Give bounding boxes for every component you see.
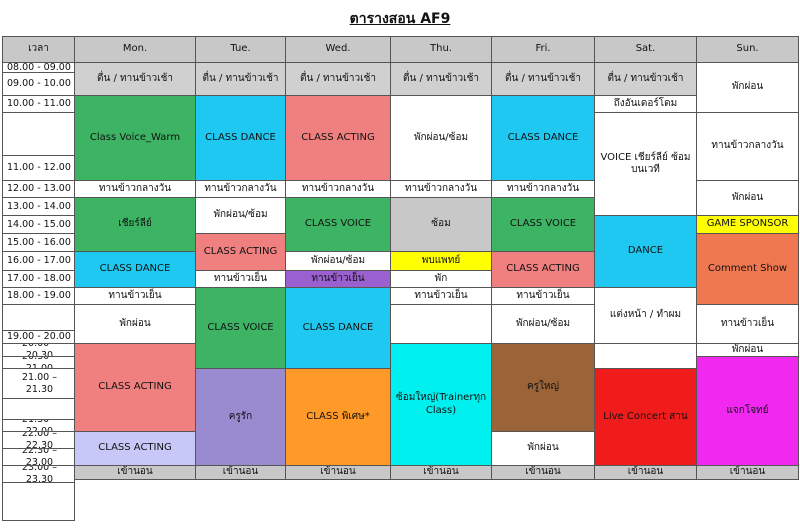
- time-slot: 17.00 - 18.00: [2, 270, 75, 288]
- time-slot: 13.00 - 14.00: [2, 197, 75, 216]
- schedule-block: ทานข้าวกลางวัน: [74, 180, 196, 198]
- schedule-block: ทานข้าวกลางวัน: [195, 180, 286, 198]
- schedule-block: ถึงอันเดอร์โดม: [594, 95, 697, 113]
- schedule-block: CLASS พิเศษ*: [285, 368, 391, 466]
- schedule-block: [390, 304, 492, 344]
- schedule-block: Comment Show: [696, 233, 799, 305]
- schedule-block: เชียร์ลีย์: [74, 197, 196, 252]
- schedule-block: พักผ่อน/ซ้อม: [390, 95, 492, 181]
- schedule-block: พักผ่อน/ซ้อม: [491, 304, 595, 344]
- schedule-block: ตื่น / ทานข้าวเช้า: [491, 62, 595, 96]
- schedule-block: ตื่น / ทานข้าวเช้า: [195, 62, 286, 96]
- schedule-block: CLASS DANCE: [74, 251, 196, 288]
- time-slot: 14.00 - 15.00: [2, 215, 75, 234]
- time-slot: [2, 482, 75, 521]
- schedule-block: พักผ่อน: [696, 62, 799, 113]
- schedule-block: CLASS ACTING: [491, 251, 595, 288]
- time-slot: 11.00 - 12.00: [2, 155, 75, 181]
- schedule-block: Class Voice_Warm: [74, 95, 196, 181]
- schedule-block: เข้านอน: [195, 465, 286, 480]
- schedule-block: ซ้อม: [390, 197, 492, 252]
- time-slot: 12.00 - 13.00: [2, 180, 75, 198]
- day-header: Mon.: [74, 36, 196, 63]
- schedule-block: พักผ่อน: [74, 304, 196, 344]
- schedule-block: ทานข้าวกลางวัน: [696, 112, 799, 181]
- schedule-block: ตื่น / ทานข้าวเช้า: [285, 62, 391, 96]
- schedule-block: ซ้อมใหญ่(Trainerทุก Class): [390, 343, 492, 466]
- schedule-block: ครูรัก: [195, 368, 286, 466]
- schedule-block: Live Concert สาน: [594, 368, 697, 466]
- schedule-block: ทานข้าวกลางวัน: [390, 180, 492, 198]
- schedule-block: พักผ่อน: [491, 431, 595, 466]
- schedule-block: CLASS ACTING: [74, 431, 196, 466]
- schedule-block: เข้านอน: [594, 465, 697, 480]
- schedule-block: เข้านอน: [74, 465, 196, 480]
- day-header: Tue.: [195, 36, 286, 63]
- schedule-block: ทานข้าวเย็น: [491, 287, 595, 305]
- schedule-block: CLASS DANCE: [491, 95, 595, 181]
- schedule-block: ทานข้าวเย็น: [390, 287, 492, 305]
- day-header: Sat.: [594, 36, 697, 63]
- time-slot: 10.00 - 11.00: [2, 95, 75, 113]
- time-slot: 23.00 – 23.30: [2, 465, 75, 483]
- schedule-block: ทานข้าวเย็น: [696, 304, 799, 344]
- schedule-block: ครูใหญ่: [491, 343, 595, 432]
- schedule-block: พักผ่อน: [696, 180, 799, 216]
- schedule-block: แจกโจทย์: [696, 356, 799, 466]
- schedule-block: VOICE เชียร์ลีย์ ซ้อมบนเวที: [594, 112, 697, 216]
- schedule-block: พักผ่อน/ซ้อม: [285, 251, 391, 271]
- schedule-block: ตื่น / ทานข้าวเช้า: [594, 62, 697, 96]
- time-slot: 22.30 – 23.00: [2, 448, 75, 466]
- time-slot: 09.00 - 10.00: [2, 72, 75, 96]
- time-slot: [2, 112, 75, 156]
- day-header: Wed.: [285, 36, 391, 63]
- time-slot: 22.00 – 22.30: [2, 431, 75, 449]
- schedule-block: ตื่น / ทานข้าวเช้า: [390, 62, 492, 96]
- schedule-block: พักผ่อน: [696, 343, 799, 357]
- schedule-block: แต่งหน้า / ทำผม: [594, 287, 697, 344]
- schedule-block: [594, 343, 697, 369]
- time-slot: [2, 398, 75, 420]
- schedule-block: ทานข้าวเย็น: [285, 270, 391, 288]
- schedule-block: พักผ่อน/ซ้อม: [195, 197, 286, 234]
- schedule-block: เข้านอน: [696, 465, 799, 480]
- time-column-header: เวลา: [2, 36, 75, 63]
- schedule-block: CLASS ACTING: [195, 233, 286, 271]
- schedule-block: ทานข้าวกลางวัน: [491, 180, 595, 198]
- schedule-block: เข้านอน: [491, 465, 595, 480]
- schedule-block: เข้านอน: [285, 465, 391, 480]
- schedule-block: ทานข้าวเย็น: [74, 287, 196, 305]
- schedule-block: CLASS VOICE: [491, 197, 595, 252]
- schedule-block: CLASS DANCE: [195, 95, 286, 181]
- schedule-block: CLASS ACTING: [285, 95, 391, 181]
- schedule-block: CLASS VOICE: [285, 197, 391, 252]
- time-slot: 18.00 - 19.00: [2, 287, 75, 305]
- time-slot: 20.00 – 20.30: [2, 343, 75, 357]
- day-header: Thu.: [390, 36, 492, 63]
- time-slot: 15.00 - 16.00: [2, 233, 75, 252]
- schedule-block: พัก: [390, 270, 492, 288]
- schedule-block: CLASS VOICE: [195, 287, 286, 369]
- schedule-block: DANCE: [594, 215, 697, 288]
- schedule-block: พบแพทย์: [390, 251, 492, 271]
- page-title: ตารางสอน AF9: [349, 11, 451, 27]
- schedule-block: ทานข้าวเย็น: [195, 270, 286, 288]
- day-header: Fri.: [491, 36, 595, 63]
- schedule-block: ตื่น / ทานข้าวเช้า: [74, 62, 196, 96]
- time-slot: 19.00 - 20.00: [2, 330, 75, 344]
- day-header: Sun.: [696, 36, 799, 63]
- time-slot: 16.00 - 17.00: [2, 251, 75, 271]
- schedule-block: เข้านอน: [390, 465, 492, 480]
- time-slot: 21.00 – 21.30: [2, 368, 75, 399]
- schedule-block: CLASS ACTING: [74, 343, 196, 432]
- schedule-block: CLASS DANCE: [285, 287, 391, 369]
- schedule-block: ทานข้าวกลางวัน: [285, 180, 391, 198]
- schedule-block: GAME SPONSOR: [696, 215, 799, 234]
- time-slot: [2, 304, 75, 331]
